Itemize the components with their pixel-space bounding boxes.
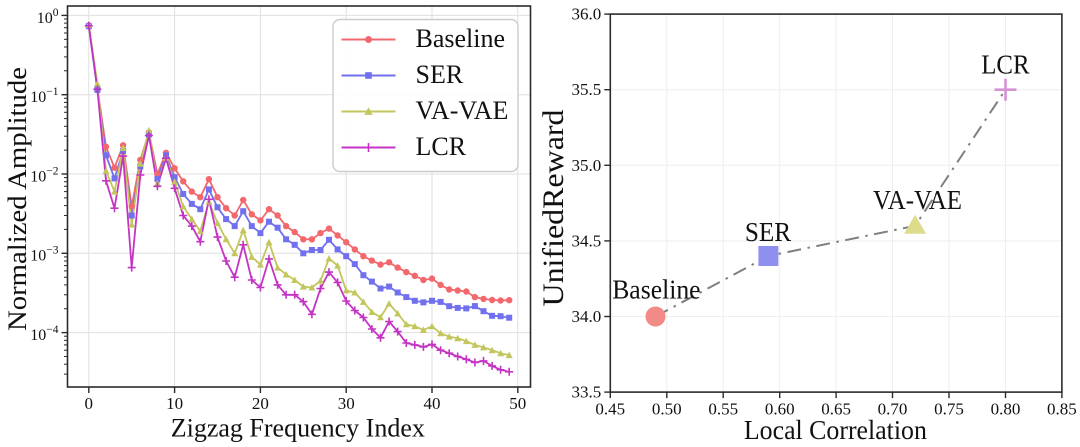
svg-text:0: 0 <box>85 394 94 413</box>
svg-text:Baseline: Baseline <box>416 24 506 53</box>
svg-text:10: 10 <box>166 394 183 413</box>
svg-text:50: 50 <box>509 394 526 413</box>
svg-text:0.70: 0.70 <box>878 399 908 418</box>
svg-text:Zigzag Frequency Index: Zigzag Frequency Index <box>171 414 425 443</box>
svg-text:UnifiedReward: UnifiedReward <box>537 110 570 307</box>
svg-text:34.5: 34.5 <box>572 231 602 250</box>
svg-text:0.75: 0.75 <box>934 399 964 418</box>
svg-text:LCR: LCR <box>416 132 467 161</box>
svg-text:0.45: 0.45 <box>595 399 625 418</box>
svg-text:30: 30 <box>338 394 355 413</box>
svg-text:0.85: 0.85 <box>1047 399 1077 418</box>
svg-text:20: 20 <box>252 394 269 413</box>
svg-text:35.5: 35.5 <box>572 80 602 99</box>
svg-text:40: 40 <box>424 394 441 413</box>
svg-text:Normalized Amplitude: Normalized Amplitude <box>3 67 32 331</box>
svg-text:36.0: 36.0 <box>572 5 602 24</box>
svg-text:Baseline: Baseline <box>612 275 700 305</box>
svg-text:33.5: 33.5 <box>572 383 602 402</box>
svg-text:0.65: 0.65 <box>821 399 851 418</box>
svg-text:35.0: 35.0 <box>572 156 602 175</box>
svg-text:SER: SER <box>745 217 791 247</box>
svg-text:VA-VAE: VA-VAE <box>873 185 962 215</box>
svg-text:SER: SER <box>416 60 464 89</box>
svg-text:VA-VAE: VA-VAE <box>416 96 509 125</box>
svg-text:0.55: 0.55 <box>708 399 738 418</box>
svg-text:LCR: LCR <box>981 49 1029 79</box>
svg-text:0.60: 0.60 <box>765 399 795 418</box>
svg-text:0.80: 0.80 <box>991 399 1021 418</box>
svg-text:Local Correlation: Local Correlation <box>744 415 927 445</box>
svg-text:34.0: 34.0 <box>572 307 602 326</box>
svg-text:0.50: 0.50 <box>652 399 682 418</box>
